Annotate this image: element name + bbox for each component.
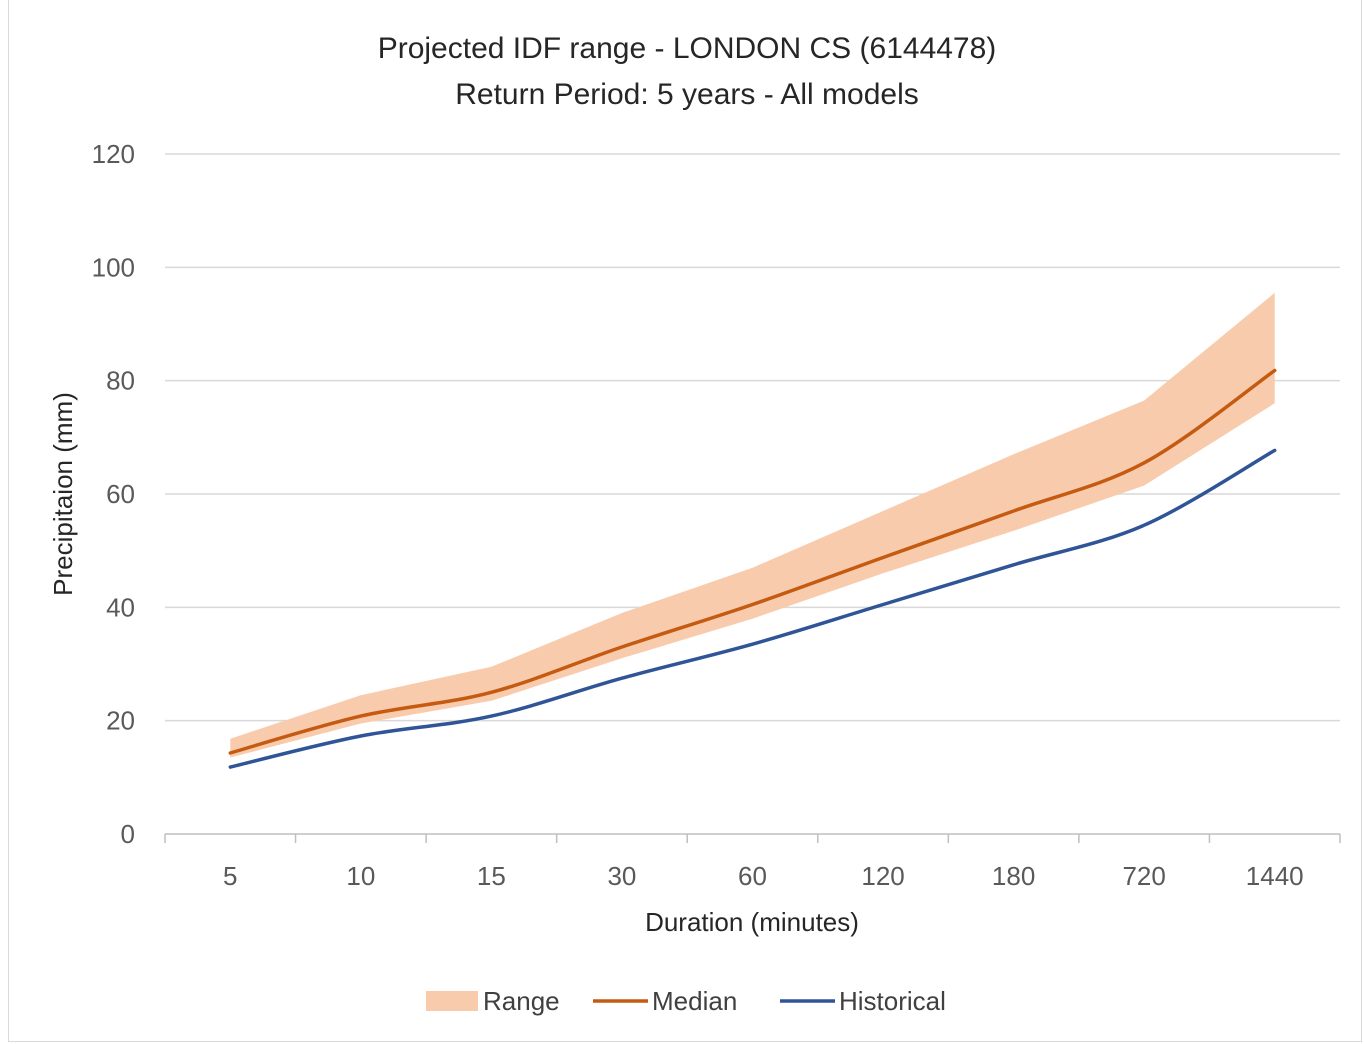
y-tick-label: 80	[106, 366, 135, 396]
y-axis-ticks: 0 20 40 60 80 100 120	[92, 139, 135, 849]
x-tick-label: 1440	[1246, 861, 1304, 891]
chart-subtitle: Return Period: 5 years - All models	[455, 78, 919, 111]
range-area	[230, 292, 1275, 758]
x-tick-label: 5	[223, 861, 237, 891]
legend-label: Median	[652, 986, 737, 1016]
x-tick-label: 60	[738, 861, 767, 891]
y-axis-title: Precipitaion (mm)	[48, 392, 78, 596]
y-tick-label: 120	[92, 139, 135, 169]
legend-label: Range	[483, 986, 560, 1016]
x-tick-label: 10	[346, 861, 375, 891]
x-tick-label: 120	[861, 861, 904, 891]
x-axis-title: Duration (minutes)	[645, 907, 859, 937]
x-tick-label: 30	[607, 861, 636, 891]
y-tick-label: 20	[106, 706, 135, 736]
y-tick-label: 0	[121, 819, 135, 849]
historical-line	[228, 448, 1277, 769]
plot-area	[228, 292, 1277, 769]
y-tick-label: 40	[106, 592, 135, 622]
y-tick-label: 60	[106, 479, 135, 509]
x-tick-label: 720	[1122, 861, 1165, 891]
x-tick-label: 15	[477, 861, 506, 891]
legend-item-range: Range	[426, 986, 560, 1016]
y-tick-label: 100	[92, 252, 135, 282]
legend-item-median: Median	[593, 986, 737, 1016]
x-axis: 5 10 15 30 60 120 180 720 1440	[164, 833, 1341, 891]
legend-label: Historical	[839, 986, 946, 1016]
legend: Range Median Historical	[426, 986, 946, 1016]
median-line	[228, 368, 1277, 755]
chart-title: Projected IDF range - LONDON CS (6144478…	[377, 32, 997, 65]
chart-frame	[8, 0, 1362, 1042]
x-tick-label: 180	[992, 861, 1035, 891]
legend-swatch	[426, 991, 478, 1011]
legend-item-historical: Historical	[780, 986, 946, 1016]
